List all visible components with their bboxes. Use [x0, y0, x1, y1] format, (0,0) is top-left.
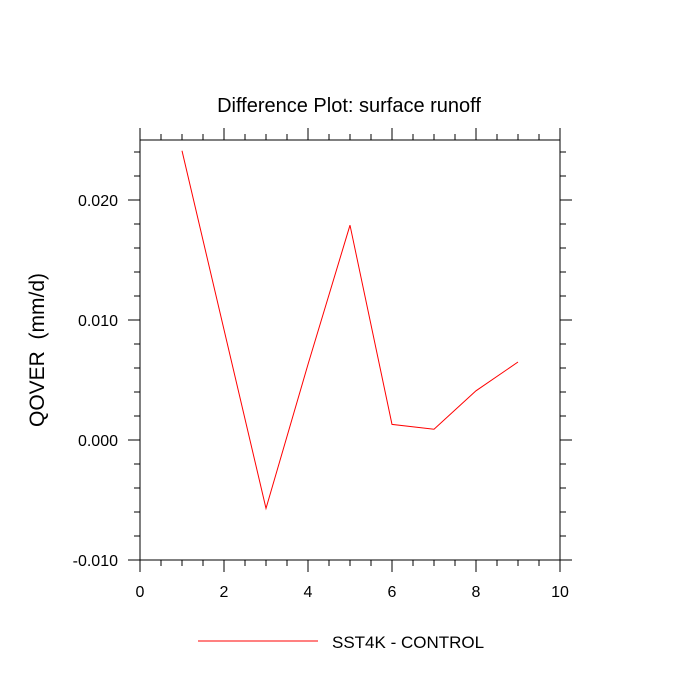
- y-tick-label: 0.010: [78, 313, 118, 330]
- series-layer: [181, 150, 519, 511]
- plot-frame: [139, 139, 561, 561]
- x-tick-label: 2: [220, 584, 229, 601]
- y-tick-label: 0.020: [78, 193, 118, 210]
- legend: SST4K - CONTROL: [198, 633, 484, 652]
- tick-labels: 0 2 4 6 8 10 -0.010 0.000 0.010 0.020: [73, 193, 569, 601]
- x-tick-label: 8: [472, 584, 481, 601]
- x-tick-label: 0: [136, 584, 145, 601]
- chart-title: Difference Plot: surface runoff: [217, 95, 481, 117]
- x-tick-label: 6: [388, 584, 397, 601]
- x-tick-label: 4: [304, 584, 313, 601]
- y-tick-label: 0.000: [78, 433, 118, 450]
- y-axis-label: QOVER (mm/d): [26, 273, 49, 427]
- series-line-sst4k-control: [181, 150, 519, 511]
- y-tick-label: -0.010: [73, 553, 118, 570]
- axis-ticks: [128, 128, 572, 572]
- legend-label-sst4k-control: SST4K - CONTROL: [332, 633, 484, 652]
- x-tick-label: 10: [551, 584, 569, 601]
